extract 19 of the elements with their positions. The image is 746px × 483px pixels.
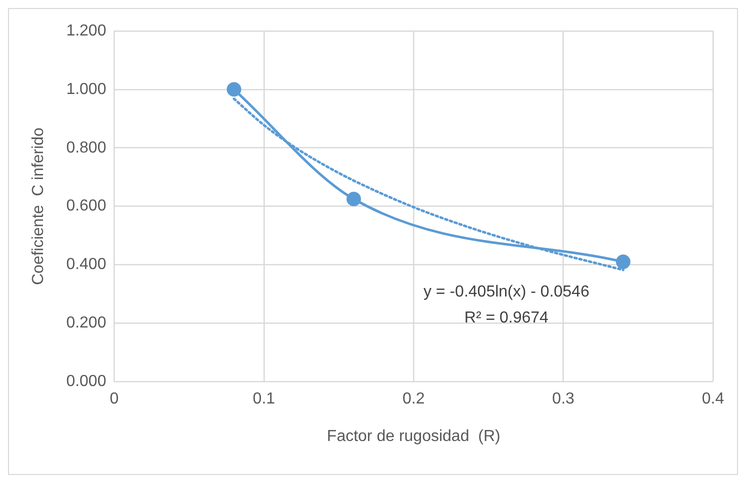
y-tick-label: 1.200 xyxy=(66,22,106,40)
annotation: R² = 0.9674 xyxy=(464,310,549,327)
x-tick-label: 0.1 xyxy=(252,390,276,408)
x-tick-label: 0.4 xyxy=(702,390,724,408)
x-tick-label: 0 xyxy=(110,390,119,408)
y-tick-label: 0.600 xyxy=(66,198,106,215)
point xyxy=(346,192,361,206)
y-tick-label: 0.200 xyxy=(66,314,106,332)
point xyxy=(226,82,242,97)
y-tick-label: 0.800 xyxy=(66,139,106,156)
point xyxy=(616,254,630,270)
y-tick-label: 0.000 xyxy=(66,373,106,390)
annotation: y = -0.405ln(x) - 0.0546 xyxy=(423,284,590,301)
x-tick-label: 0.2 xyxy=(402,390,425,408)
y-axis-title: Coeficiente C inferido xyxy=(30,127,48,286)
x-tick-label: 0.3 xyxy=(552,390,575,408)
x-axis-title: Factor de rugosidad (R) xyxy=(326,428,500,445)
y-tick-label: 0.400 xyxy=(66,256,106,274)
y-tick-label: 1.000 xyxy=(66,80,106,98)
